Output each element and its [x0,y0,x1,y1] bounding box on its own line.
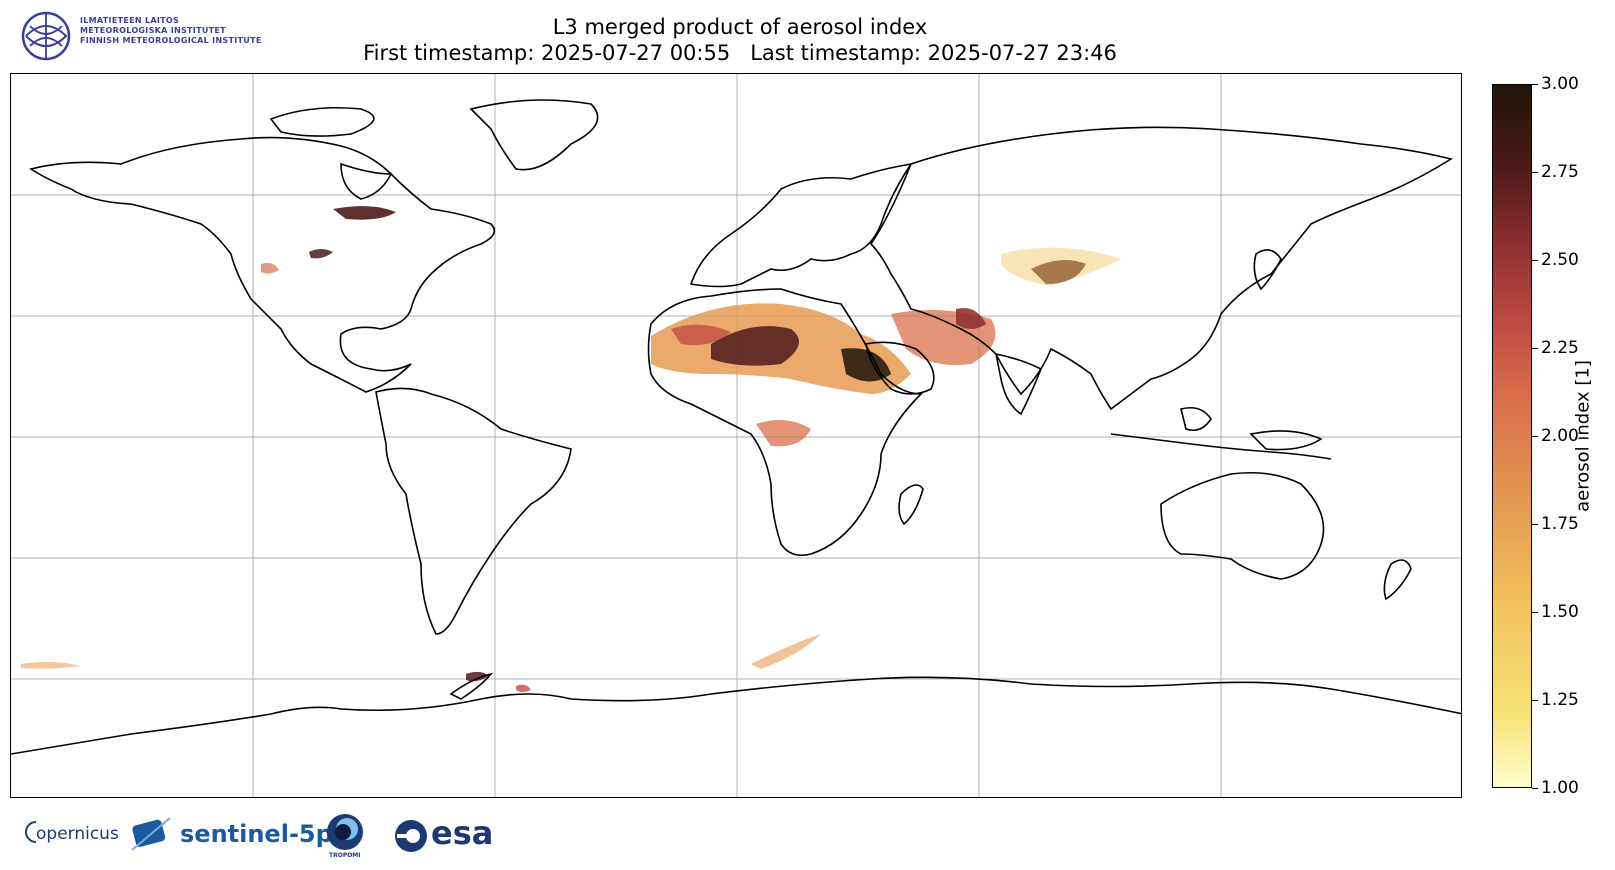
esa-logo-text: esa [431,814,494,852]
sentinel-satellite-icon [131,817,171,851]
plume-southern-ocean-west [21,661,81,669]
borneo [1180,406,1212,432]
colorbar-tick [1532,524,1538,525]
plume-patagonia [466,671,489,682]
fmi-line-2: METEOROLOGISKA INSTITUTET [80,26,226,35]
plume-southern-ocean [751,634,821,669]
india [994,352,1043,416]
plume-canada [333,206,396,220]
fmi-globe-icon [21,11,71,61]
colorbar-tick [1532,172,1538,173]
japan [1253,249,1282,291]
colorbar-tick [1532,436,1538,437]
copernicus-logo-text: opernicus [36,824,119,844]
plume-sahara-west [671,324,731,346]
fmi-line-1: ILMATIETEEN LAITOS [80,16,180,25]
new-zealand [1383,559,1412,601]
plume-us-west [261,262,279,274]
fmi-institute-name: ILMATIETEEN LAITOS METEOROLOGISKA INSTIT… [80,16,262,46]
plume-arabia-core [956,308,986,329]
colorbar-tick-label: 2.75 [1541,162,1579,182]
tropomi-logo-text: TROPOMI [329,852,361,859]
colorbar-tick [1532,260,1538,261]
antarctic-peninsula [449,672,494,700]
title-line-1: L3 merged product of aerosol index [552,15,928,39]
plume-central-africa [756,420,811,447]
africa [647,288,923,557]
colorbar-label: aerosol index [1] [1572,360,1594,512]
plume-central-asia [1031,260,1086,284]
esa-logo-icon [395,820,427,852]
north-america [29,136,496,393]
colorbar-tick-label: 2.25 [1541,338,1579,358]
madagascar [898,484,924,526]
colorbar-tick-label: 1.50 [1541,602,1579,622]
colorbar-tick [1532,700,1538,701]
arabia [865,341,935,395]
sentinel-logo-text: sentinel-5p [180,820,333,848]
south-america [375,387,572,635]
colorbar-tick-label: 3.00 [1541,74,1579,94]
plume-central-asia-halo [1001,247,1121,286]
colorbar-tick [1532,348,1538,349]
colorbar [1492,84,1532,788]
hudson-bay [340,162,393,200]
plume-sahara-core [711,326,799,366]
map-canvas [11,74,1461,797]
colorbar-tick-label: 1.75 [1541,514,1579,534]
colorbar-tick-label: 2.50 [1541,250,1579,270]
copernicus-logo-icon [25,821,37,843]
new-guinea [1249,430,1323,451]
antarctica [11,676,1461,755]
arctic-islands [269,107,375,137]
title-line-2: First timestamp: 2025-07-27 00:55 Last t… [363,41,1117,65]
europe [689,162,913,288]
indonesia [1110,433,1332,460]
colorbar-tick-label: 2.00 [1541,426,1579,446]
plume-canada-2 [309,249,333,259]
aerosol-plumes [21,206,1121,692]
colorbar-tick [1532,612,1538,613]
coastlines [11,99,1461,755]
fmi-line-3: FINNISH METEOROLOGICAL INSTITUTE [80,36,262,45]
australia [1160,471,1325,580]
plume-south-atlantic [516,684,531,692]
colorbar-tick [1532,788,1538,789]
figure-title: L3 merged product of aerosol index First… [340,14,1140,66]
colorbar-tick [1532,84,1538,85]
asia [869,126,1454,411]
colorbar-tick-label: 1.25 [1541,690,1579,710]
fmi-logo: ILMATIETEEN LAITOS METEOROLOGISKA INSTIT… [20,10,310,61]
colorbar-tick-label: 1.00 [1541,778,1579,798]
greenland [469,99,599,171]
gridlines [11,74,1461,797]
world-map [10,73,1462,798]
tropomi-logo-icon [327,814,363,850]
